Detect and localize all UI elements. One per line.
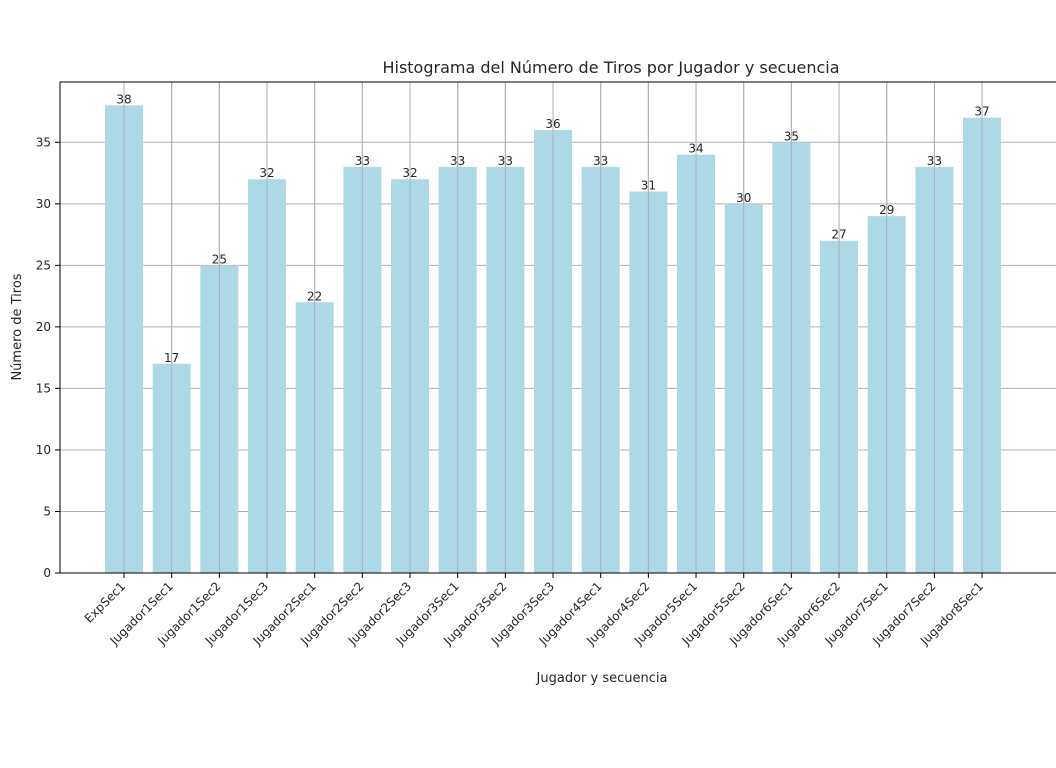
y-axis-label: Número de Tiros [10, 273, 25, 380]
x-axis: ExpSec1Jugador1Sec1Jugador1Sec2Jugador1S… [82, 573, 986, 648]
y-axis: 0 5 10 15 20 25 30 35 [36, 135, 60, 580]
y-tick-label: 0 [43, 566, 51, 580]
y-tick-label: 30 [36, 197, 51, 211]
y-tick-label: 25 [36, 258, 51, 272]
y-tick-label: 15 [36, 381, 51, 395]
x-tick-label: ExpSec1 [82, 579, 128, 625]
chart-title: Histograma del Número de Tiros por Jugad… [382, 58, 839, 77]
y-tick-label: 35 [36, 135, 51, 149]
y-tick-label: 10 [36, 443, 51, 457]
plot-frame [59, 81, 1056, 574]
y-tick-label: 5 [43, 504, 51, 518]
y-tick-label: 20 [36, 320, 51, 334]
x-axis-label: Jugador y secuencia [536, 671, 668, 686]
